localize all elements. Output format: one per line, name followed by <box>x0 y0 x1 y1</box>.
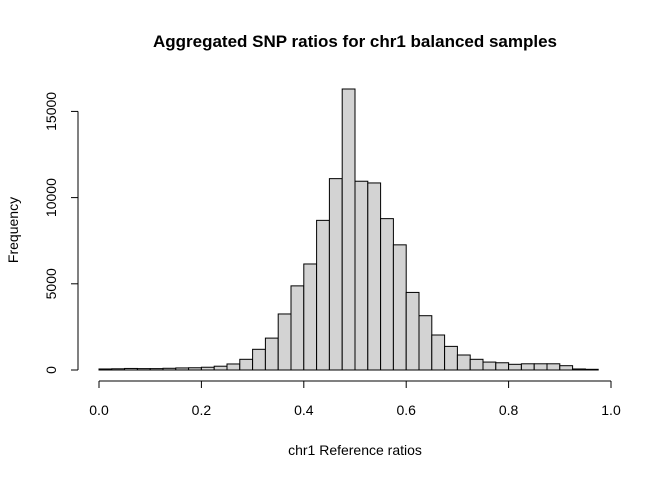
x-tick-label: 0.2 <box>192 402 212 418</box>
histogram-bar <box>444 345 458 371</box>
histogram-bar <box>367 182 382 371</box>
histogram-bar <box>392 244 407 371</box>
x-tick-label: 0.8 <box>499 402 519 418</box>
histogram-bar <box>149 368 164 371</box>
histogram-bar <box>584 368 599 371</box>
histogram-bar <box>98 368 113 371</box>
histogram-bar <box>111 368 126 371</box>
x-axis-label: chr1 Reference ratios <box>288 442 422 458</box>
histogram-bar <box>418 315 433 371</box>
histogram-bar <box>495 362 510 371</box>
histogram-bar <box>572 368 586 371</box>
histogram-bar <box>252 348 266 371</box>
histogram-bar <box>380 218 394 371</box>
histogram-bar <box>175 367 190 371</box>
histogram-bar <box>354 180 369 371</box>
histogram-bar <box>264 337 279 371</box>
x-tick-label: 0.6 <box>396 402 416 418</box>
histogram-bar <box>316 219 330 371</box>
y-tick-label: 5000 <box>43 268 59 299</box>
histogram-bar <box>136 368 151 371</box>
histogram-bar <box>188 367 202 371</box>
histogram-bar <box>290 285 305 371</box>
histogram-bar <box>162 367 177 371</box>
histogram-bar <box>405 291 420 371</box>
histogram-bar <box>341 88 356 371</box>
histogram-bar <box>277 313 292 371</box>
y-axis: 0 5000 10000 15000 <box>43 92 79 374</box>
histogram-bar <box>546 363 561 371</box>
y-tick-label: 10000 <box>43 178 59 217</box>
histogram-bar <box>328 178 343 371</box>
histogram-bar <box>508 363 522 371</box>
y-axis-label: Frequency <box>5 197 21 263</box>
bars-group <box>98 88 599 371</box>
histogram-bar <box>559 365 574 371</box>
histogram-bar <box>124 367 138 371</box>
histogram-bar <box>469 358 484 371</box>
histogram-bar <box>226 363 241 371</box>
histogram-bar <box>239 358 254 371</box>
x-axis: 0.0 0.2 0.4 0.6 0.8 1.0 <box>89 380 621 418</box>
histogram-bar <box>456 354 471 371</box>
histogram-bar <box>431 334 446 371</box>
histogram-bar <box>213 365 228 371</box>
histogram-bar <box>533 363 548 371</box>
x-tick-label: 0.0 <box>89 402 109 418</box>
y-tick-label: 15000 <box>43 92 59 131</box>
x-tick-label: 1.0 <box>601 402 621 418</box>
histogram-bar <box>303 263 318 371</box>
y-tick-label: 0 <box>43 366 59 374</box>
histogram-bar <box>200 366 215 371</box>
histogram-bar <box>520 363 535 371</box>
histogram-bar <box>482 361 497 371</box>
chart-title: Aggregated SNP ratios for chr1 balanced … <box>153 32 557 51</box>
x-tick-label: 0.4 <box>294 402 314 418</box>
